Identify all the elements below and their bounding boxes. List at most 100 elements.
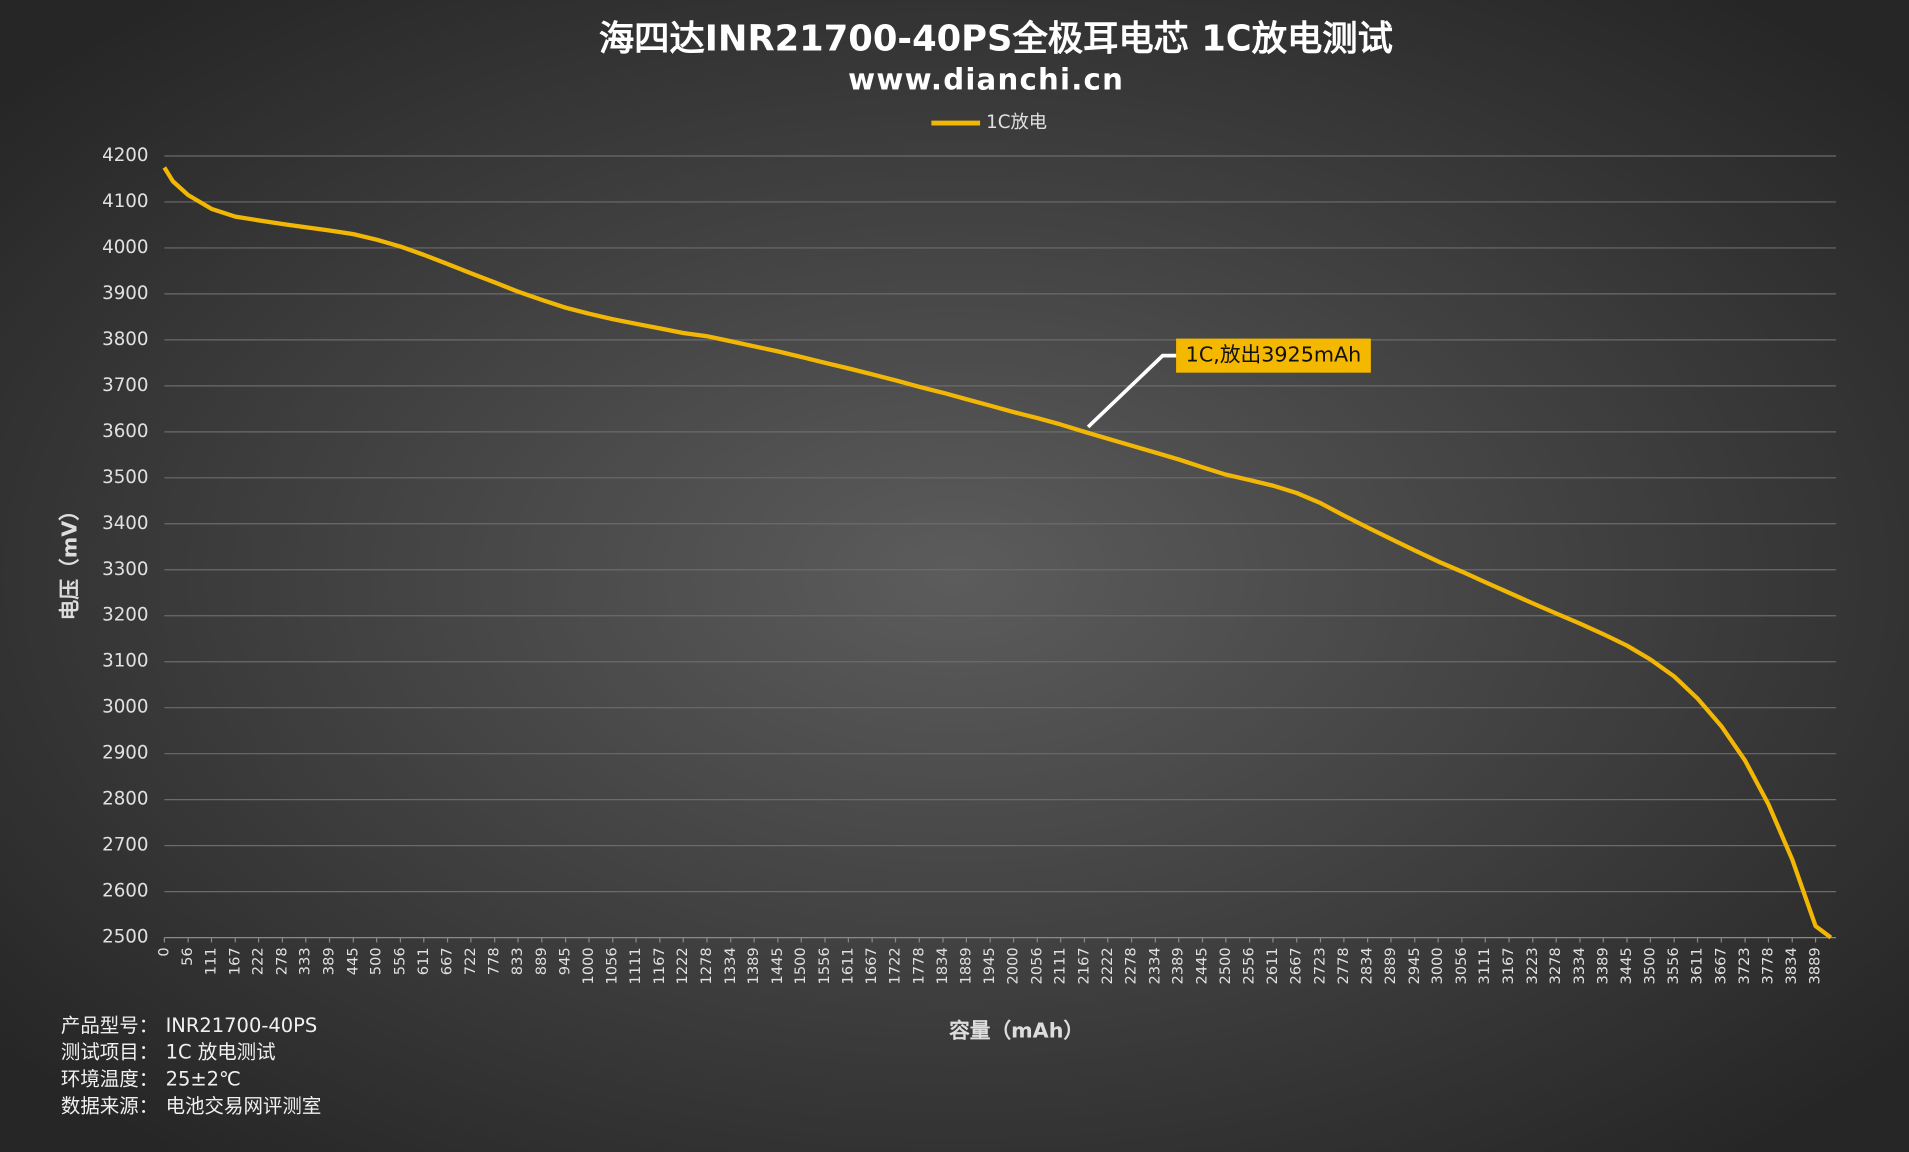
x-tick-label: 2889 — [1382, 947, 1399, 984]
x-tick-label: 3223 — [1524, 947, 1541, 984]
y-tick-label: 2900 — [102, 743, 148, 764]
x-tick-label: 2667 — [1288, 947, 1305, 984]
x-tick-label: 3389 — [1594, 947, 1611, 984]
x-tick-label: 56 — [179, 947, 196, 966]
x-tick-label: 2556 — [1241, 947, 1258, 984]
y-tick-label: 2600 — [102, 881, 148, 902]
x-tick-label: 556 — [391, 947, 408, 975]
x-tick-label: 2111 — [1052, 947, 1069, 984]
annotation-text: 1C,放出3925mAh — [1186, 343, 1362, 367]
x-tick-label: 1778 — [910, 947, 927, 984]
y-tick-label: 3400 — [102, 513, 148, 534]
x-tick-label: 222 — [250, 947, 267, 975]
note-value: INR21700-40PS — [166, 1014, 318, 1037]
y-tick-label: 3800 — [102, 329, 148, 350]
x-tick-label: 3889 — [1807, 947, 1824, 984]
x-tick-label: 3111 — [1476, 947, 1493, 984]
x-tick-label: 2167 — [1075, 947, 1092, 984]
y-tick-label: 3100 — [102, 651, 148, 672]
x-tick-label: 2000 — [1005, 947, 1022, 984]
x-tick-label: 2834 — [1359, 947, 1376, 984]
x-tick-label: 889 — [533, 947, 550, 975]
x-tick-label: 1722 — [886, 947, 903, 984]
x-tick-label: 1000 — [580, 947, 597, 984]
x-tick-label: 3000 — [1429, 947, 1446, 984]
x-tick-label: 1945 — [981, 947, 998, 984]
x-tick-label: 1667 — [863, 947, 880, 984]
x-tick-label: 445 — [344, 947, 361, 975]
x-tick-label: 3611 — [1689, 947, 1706, 984]
y-tick-label: 2800 — [102, 789, 148, 810]
x-tick-label: 1222 — [674, 947, 691, 984]
x-tick-label: 1111 — [627, 947, 644, 984]
x-tick-label: 3334 — [1571, 947, 1588, 984]
chart-subtitle: www.dianchi.cn — [848, 63, 1124, 97]
x-tick-label: 611 — [415, 947, 432, 975]
annotation-box — [1176, 338, 1371, 373]
x-tick-label: 3445 — [1618, 947, 1635, 984]
x-tick-label: 1445 — [769, 947, 786, 984]
x-tick-label: 2278 — [1123, 947, 1140, 984]
y-tick-label: 4200 — [102, 145, 148, 166]
x-tick-label: 1389 — [745, 947, 762, 984]
y-tick-label: 2700 — [102, 835, 148, 856]
x-tick-label: 2056 — [1028, 947, 1045, 984]
x-tick-label: 1611 — [839, 947, 856, 984]
x-tick-label: 778 — [486, 947, 503, 975]
y-tick-label: 3900 — [102, 283, 148, 304]
note-label: 环境温度： — [61, 1068, 158, 1091]
x-tick-label: 3167 — [1500, 947, 1517, 984]
y-tick-label: 3700 — [102, 375, 148, 396]
x-tick-label: 1056 — [604, 947, 621, 984]
x-tick-label: 1278 — [698, 947, 715, 984]
x-tick-label: 278 — [273, 947, 290, 975]
note-value: 电池交易网评测室 — [166, 1094, 322, 1117]
x-tick-label: 2445 — [1193, 947, 1210, 984]
x-tick-label: 945 — [557, 947, 574, 975]
x-tick-label: 1167 — [651, 947, 668, 984]
x-tick-label: 2945 — [1406, 947, 1423, 984]
data-line — [162, 166, 1833, 940]
x-tick-label: 333 — [297, 947, 314, 975]
x-tick-label: 1334 — [722, 947, 739, 984]
x-tick-label: 3500 — [1641, 947, 1658, 984]
x-tick-label: 1556 — [816, 947, 833, 984]
x-tick-label: 389 — [321, 947, 338, 975]
y-tick-label: 4000 — [102, 237, 148, 258]
y-tick-label: 3300 — [102, 559, 148, 580]
x-tick-label: 722 — [462, 947, 479, 975]
x-tick-label: 0 — [155, 947, 172, 956]
x-tick-label: 3278 — [1547, 947, 1564, 984]
x-tick-label: 833 — [509, 947, 526, 975]
x-tick-label: 3723 — [1736, 947, 1753, 984]
x-tick-label: 667 — [439, 947, 456, 975]
legend-label: 1C放电 — [986, 112, 1047, 133]
x-tick-label: 167 — [226, 947, 243, 975]
x-tick-label: 3667 — [1712, 947, 1729, 984]
y-tick-label: 3600 — [102, 421, 148, 442]
y-tick-label: 2500 — [102, 927, 148, 948]
y-tick-label: 3200 — [102, 605, 148, 626]
x-tick-label: 2500 — [1217, 947, 1234, 984]
annotation-leader — [1086, 353, 1178, 429]
x-tick-label: 3556 — [1665, 947, 1682, 984]
y-axis-title: 电压（mV） — [58, 500, 82, 620]
note-label: 产品型号： — [61, 1014, 158, 1037]
x-tick-label: 1834 — [934, 947, 951, 984]
x-tick-label: 2611 — [1264, 947, 1281, 984]
x-tick-label: 2723 — [1312, 947, 1329, 984]
x-tick-label: 3056 — [1453, 947, 1470, 984]
note-label: 测试项目： — [61, 1041, 158, 1064]
x-tick-label: 2222 — [1099, 947, 1116, 984]
y-tick-label: 4100 — [102, 191, 148, 212]
x-tick-label: 1500 — [792, 947, 809, 984]
x-tick-label: 2389 — [1170, 947, 1187, 984]
x-tick-label: 500 — [368, 947, 385, 975]
chart-title: 海四达INR21700-40PS全极耳电芯 1C放电测试 — [599, 18, 1393, 59]
x-tick-label: 3834 — [1783, 947, 1800, 984]
x-tick-label: 2778 — [1335, 947, 1352, 984]
x-axis-title: 容量（mAh） — [949, 1018, 1084, 1042]
